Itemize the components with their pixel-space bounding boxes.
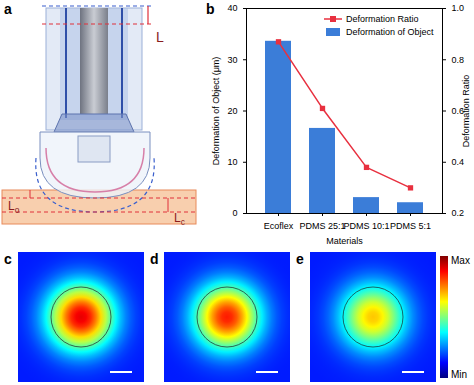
svg-text:30: 30 [227, 55, 237, 65]
svg-text:Deformation of Object: Deformation of Object [346, 27, 434, 37]
svg-text:PDMS 10:1: PDMS 10:1 [343, 221, 389, 231]
svg-text:Deformation Ratio: Deformation Ratio [461, 75, 471, 148]
svg-text:Ecoflex: Ecoflex [264, 221, 294, 231]
svg-text:1.0: 1.0 [452, 3, 465, 13]
svg-text:0.4: 0.4 [452, 157, 465, 167]
svg-text:b: b [206, 1, 215, 17]
svg-text:a: a [4, 1, 12, 17]
svg-text:PDMS 25:1: PDMS 25:1 [299, 221, 345, 231]
svg-text:0.8: 0.8 [452, 55, 465, 65]
svg-text:Lc: Lc [174, 211, 185, 227]
svg-text:Deformation Ratio: Deformation Ratio [346, 14, 419, 24]
svg-text:0: 0 [232, 208, 237, 218]
svg-text:0.6: 0.6 [451, 105, 464, 116]
svg-text:e: e [296, 251, 304, 267]
svg-text:20: 20 [227, 106, 237, 116]
svg-text:40: 40 [227, 3, 237, 13]
svg-text:Min: Min [451, 369, 467, 380]
svg-text:0.2: 0.2 [452, 208, 465, 218]
svg-text:Deformation of Object (μm): Deformation of Object (μm) [211, 57, 221, 166]
svg-text:Materials: Materials [326, 236, 363, 246]
svg-text:PDMS 5:1: PDMS 5:1 [390, 221, 431, 231]
svg-text:c: c [4, 251, 12, 267]
svg-text:Lo: Lo [8, 199, 20, 215]
svg-text:L: L [156, 29, 164, 45]
svg-text:d: d [150, 251, 159, 267]
svg-text:10: 10 [227, 157, 237, 167]
svg-text:Max: Max [451, 255, 470, 266]
